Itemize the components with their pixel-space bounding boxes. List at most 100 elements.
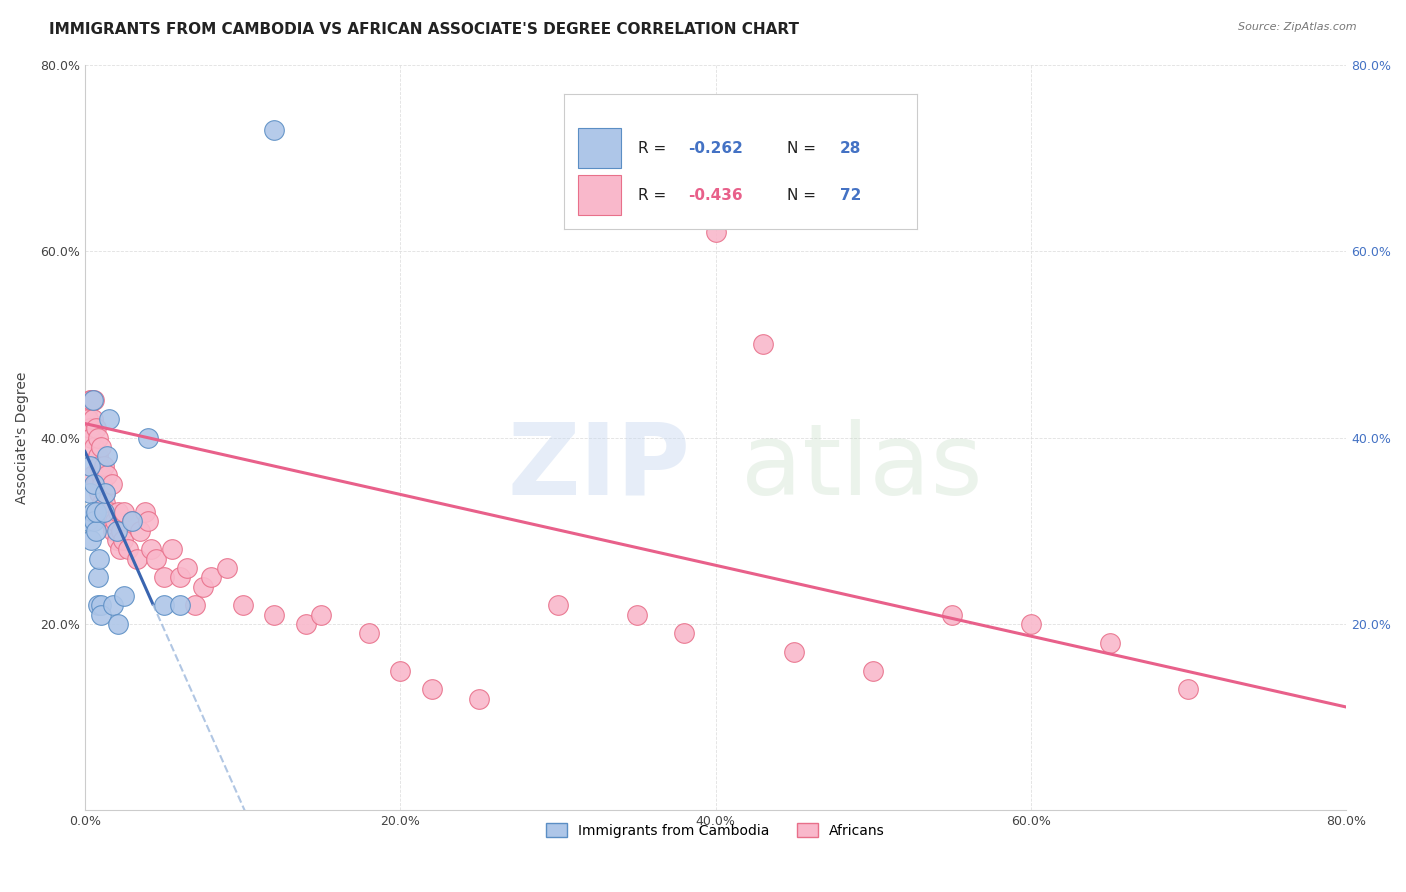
Point [941,607,963,622]
Point [704,226,727,240]
Point [862,664,884,678]
Point [84,421,107,435]
Point [82,412,104,426]
Point [103,599,125,613]
Point [86,449,108,463]
Point [111,533,134,547]
Point [626,607,648,622]
Point [752,337,775,351]
Point [215,561,238,575]
Point [626,197,648,211]
Point [83,393,105,408]
Point [105,524,128,538]
Point [1098,635,1121,649]
Point [82,393,104,408]
Point [76,402,98,417]
Point [107,505,129,519]
Point [263,123,285,137]
Point [108,542,131,557]
Point [232,599,254,613]
Point [84,477,107,491]
Point [79,486,101,500]
Point [90,607,112,622]
Point [86,570,108,584]
Point [90,467,112,482]
Point [117,542,139,557]
Point [94,496,117,510]
Point [129,524,152,538]
Point [134,505,156,519]
Point [1019,617,1042,632]
Point [311,607,333,622]
Point [100,477,122,491]
Point [90,599,112,613]
Point [783,645,806,659]
Point [1177,682,1199,697]
Point [103,524,125,538]
Point [94,486,117,500]
Point [93,458,115,473]
Point [89,486,111,500]
Text: IMMIGRANTS FROM CAMBODIA VS AFRICAN ASSOCIATE'S DEGREE CORRELATION CHART: IMMIGRANTS FROM CAMBODIA VS AFRICAN ASSO… [49,22,799,37]
Point [121,515,143,529]
Point [112,589,135,603]
Point [79,421,101,435]
Point [94,486,117,500]
Text: atlas: atlas [741,419,983,516]
Y-axis label: Associate's Degree: Associate's Degree [15,371,30,504]
Point [420,682,443,697]
Text: Source: ZipAtlas.com: Source: ZipAtlas.com [1239,22,1357,32]
Point [91,496,114,510]
Point [79,458,101,473]
Point [184,599,207,613]
Point [84,524,107,538]
Point [84,505,107,519]
Point [82,467,104,482]
Point [547,599,569,613]
Point [77,515,100,529]
Point [169,599,191,613]
Point [96,449,118,463]
Point [98,515,121,529]
Point [89,551,111,566]
Point [104,515,127,529]
Point [125,551,148,566]
Point [77,412,100,426]
Point [97,412,120,426]
Point [121,515,143,529]
Point [263,607,285,622]
Point [80,431,103,445]
Point [112,505,135,519]
Point [145,551,167,566]
Point [110,524,132,538]
Point [89,458,111,473]
Point [160,542,183,557]
Point [136,431,159,445]
Point [93,505,115,519]
Point [91,477,114,491]
Point [86,599,108,613]
Point [152,570,174,584]
Point [96,467,118,482]
Point [83,515,105,529]
Point [673,626,696,640]
Point [193,580,215,594]
Point [90,440,112,454]
Point [79,393,101,408]
Text: ZIP: ZIP [508,419,690,516]
Point [97,505,120,519]
Point [389,664,412,678]
Point [176,561,198,575]
Point [80,533,103,547]
Point [107,617,129,632]
Legend: Immigrants from Cambodia, Africans: Immigrants from Cambodia, Africans [540,816,891,845]
Point [93,505,115,519]
Point [169,570,191,584]
Point [83,477,105,491]
Point [80,393,103,408]
Point [136,515,159,529]
Point [294,617,316,632]
Point [83,440,105,454]
Point [86,431,108,445]
Point [200,570,222,584]
